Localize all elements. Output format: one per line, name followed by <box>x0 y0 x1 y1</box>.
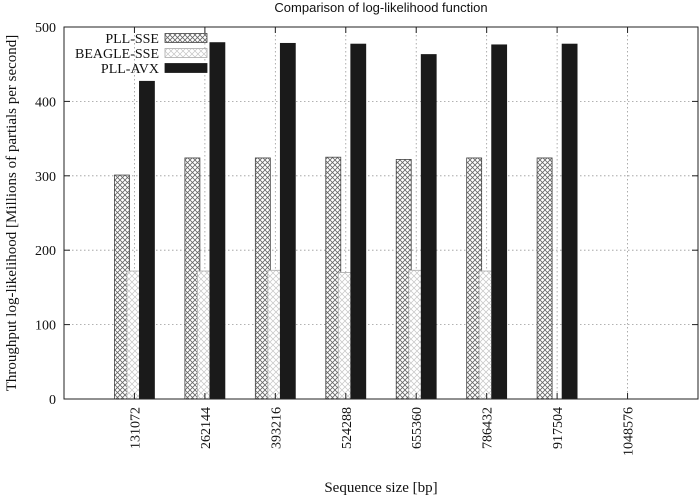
bar-pll-avx <box>350 43 367 400</box>
y-tick-label: 0 <box>49 393 56 408</box>
x-tick-label: 262144 <box>199 407 214 449</box>
y-axis-label: Throughput log-likelihood [Millions of p… <box>4 35 20 392</box>
x-tick-label: 786432 <box>481 407 496 449</box>
legend-swatch <box>164 33 208 43</box>
legend-swatch <box>164 48 208 58</box>
bar-pll-avx <box>491 44 508 400</box>
legend-label: PLL-AVX <box>101 62 159 77</box>
y-tick-label: 400 <box>35 95 56 110</box>
x-tick-label: 393216 <box>269 407 284 449</box>
bar-pll-avx <box>139 80 155 400</box>
y-tick-label: 200 <box>35 244 56 259</box>
x-tick-labels: 131072 262144 393216 524288 655360 786432 9175… <box>128 407 636 456</box>
legend-label: PLL-SSE <box>105 32 159 47</box>
x-tick-label: 131072 <box>128 407 143 449</box>
bars <box>114 42 578 400</box>
x-axis-label: Sequence size [bp] <box>324 480 437 495</box>
axis-ticks <box>64 26 698 400</box>
bar-pll-avx <box>209 42 226 400</box>
y-tick-labels: 0 100 200 300 400 500 <box>35 21 56 408</box>
bar-pll-avx <box>279 42 296 400</box>
plot-frame <box>63 26 699 400</box>
x-tick-label: 655360 <box>410 407 425 449</box>
y-tick-label: 100 <box>35 319 56 334</box>
y-tick-label: 500 <box>35 21 56 36</box>
bar-pll-avx <box>561 43 578 400</box>
legend-label: BEAGLE-SSE <box>75 47 159 62</box>
bar-pll-avx <box>420 54 437 400</box>
x-tick-label: 524288 <box>340 407 355 449</box>
y-tick-label: 300 <box>35 170 56 185</box>
grid <box>64 27 698 399</box>
chart-title: Comparison of log-likelihood function <box>274 0 487 15</box>
bar-pll-sse <box>536 157 553 400</box>
x-tick-label: 1048576 <box>622 407 637 456</box>
x-tick-label: 917504 <box>551 407 566 449</box>
legend-swatch <box>164 63 208 73</box>
